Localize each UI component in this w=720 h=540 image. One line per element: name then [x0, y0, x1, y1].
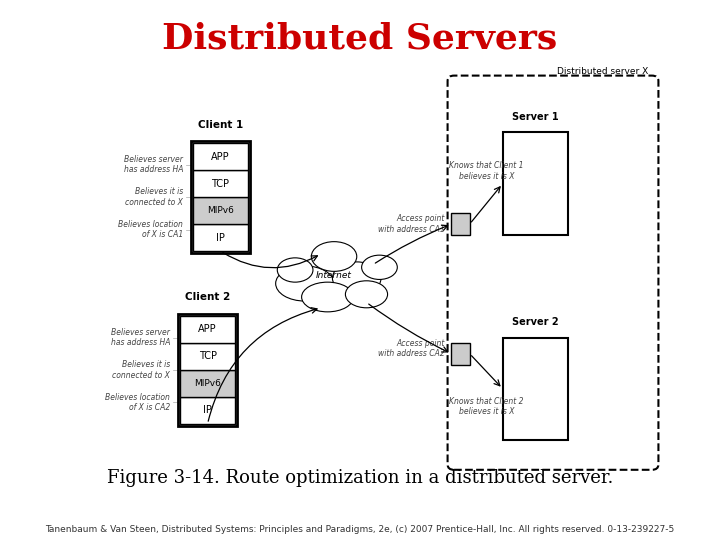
- Text: IP: IP: [216, 233, 225, 242]
- FancyBboxPatch shape: [191, 141, 250, 253]
- FancyBboxPatch shape: [193, 224, 248, 251]
- Text: Believes server
has address HA: Believes server has address HA: [124, 155, 183, 174]
- Text: Client 2: Client 2: [185, 292, 230, 302]
- Text: Believes server
has address HA: Believes server has address HA: [111, 328, 170, 347]
- Ellipse shape: [333, 262, 381, 294]
- FancyBboxPatch shape: [193, 143, 248, 170]
- Text: Figure 3-14. Route optimization in a distributed server.: Figure 3-14. Route optimization in a dis…: [107, 469, 613, 487]
- Text: Believes it is
connected to X: Believes it is connected to X: [112, 360, 170, 380]
- FancyBboxPatch shape: [180, 370, 235, 397]
- Text: Distributed Servers: Distributed Servers: [163, 22, 557, 56]
- Text: Server 1: Server 1: [512, 111, 559, 122]
- Ellipse shape: [276, 266, 334, 301]
- Text: TCP: TCP: [212, 179, 230, 188]
- Text: APP: APP: [211, 152, 230, 161]
- FancyBboxPatch shape: [503, 132, 567, 235]
- Ellipse shape: [302, 282, 354, 312]
- Text: TCP: TCP: [199, 352, 217, 361]
- Text: MIPv6: MIPv6: [207, 206, 234, 215]
- Text: IP: IP: [203, 406, 212, 415]
- Text: Distributed server X: Distributed server X: [557, 66, 649, 76]
- Text: Server 2: Server 2: [512, 316, 559, 327]
- Text: Knows that Client 1
believes it is X: Knows that Client 1 believes it is X: [449, 161, 523, 181]
- Ellipse shape: [346, 281, 387, 308]
- Ellipse shape: [361, 255, 397, 280]
- FancyBboxPatch shape: [503, 338, 567, 440]
- Text: Client 1: Client 1: [198, 119, 243, 130]
- Text: APP: APP: [198, 325, 217, 334]
- Ellipse shape: [311, 241, 356, 271]
- FancyBboxPatch shape: [180, 316, 235, 343]
- Text: MIPv6: MIPv6: [194, 379, 221, 388]
- Ellipse shape: [277, 258, 313, 282]
- Text: Believes location
of X is CA1: Believes location of X is CA1: [118, 220, 183, 239]
- FancyBboxPatch shape: [180, 397, 235, 424]
- Text: Internet: Internet: [316, 271, 352, 280]
- Text: Believes location
of X is CA2: Believes location of X is CA2: [105, 393, 170, 412]
- Text: Knows that Client 2
believes it is X: Knows that Client 2 believes it is X: [449, 397, 523, 416]
- FancyBboxPatch shape: [451, 343, 469, 364]
- FancyBboxPatch shape: [178, 314, 237, 426]
- FancyBboxPatch shape: [180, 343, 235, 370]
- FancyBboxPatch shape: [193, 170, 248, 197]
- FancyBboxPatch shape: [193, 197, 248, 224]
- FancyBboxPatch shape: [451, 213, 469, 235]
- Text: Tanenbaum & Van Steen, Distributed Systems: Principles and Paradigms, 2e, (c) 20: Tanenbaum & Van Steen, Distributed Syste…: [45, 524, 675, 534]
- Text: Access point
with address CA1: Access point with address CA1: [378, 214, 445, 234]
- Text: Access point
with address CA2: Access point with address CA2: [378, 339, 445, 358]
- Text: Believes it is
connected to X: Believes it is connected to X: [125, 187, 183, 207]
- FancyBboxPatch shape: [448, 76, 658, 470]
